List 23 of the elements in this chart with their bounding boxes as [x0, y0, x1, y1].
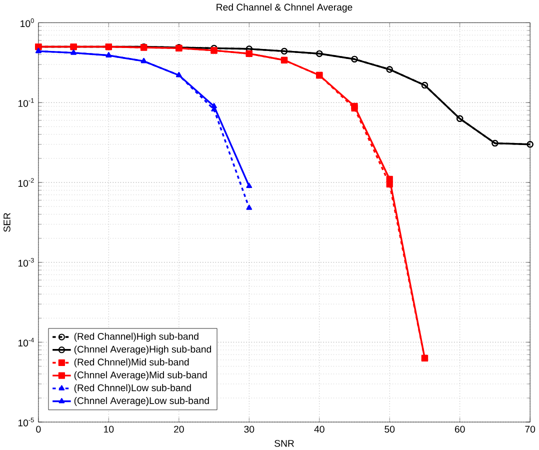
legend-label: (Chnnel Average)Mid sub-band — [74, 371, 207, 380]
x-tick-label: 60 — [454, 426, 465, 432]
chart-title: Red Channel & Chnnel Average — [216, 3, 352, 12]
legend-label: (Chnnel Average)Low sub-band — [74, 396, 209, 406]
y-tick-label: 10$^{-5}$ — [18, 418, 34, 426]
x-tick-label: 10 — [104, 426, 114, 432]
legend-label: (Red Chnnel)Mid sub-band — [74, 358, 189, 368]
x-tick-label: 70 — [525, 426, 536, 432]
legend-label: (Red Chnnel)Low sub-band — [74, 384, 191, 393]
y-tick-label: 10$^{-1}$ — [18, 98, 34, 107]
y-tick-label: 10$^{-2}$ — [18, 178, 34, 187]
x-tick-label: 50 — [384, 426, 395, 432]
y-tick-label: 10$^{-3}$ — [18, 258, 34, 266]
legend-label: (Red Channel)High sub-band — [74, 332, 198, 342]
y-axis-title: SER — [4, 212, 10, 232]
x-axis-title: SNR — [274, 440, 294, 447]
x-tick-label: 0 — [36, 426, 41, 432]
x-tick-label: 40 — [314, 426, 324, 432]
legend-label: (Chnnel Average)High sub-band — [74, 345, 212, 354]
x-tick-label: 30 — [244, 426, 254, 432]
y-tick-label: 10$^{-4}$ — [18, 338, 34, 346]
y-tick-label: 10$^{0}$ — [20, 18, 34, 27]
x-tick-label: 20 — [174, 426, 184, 432]
